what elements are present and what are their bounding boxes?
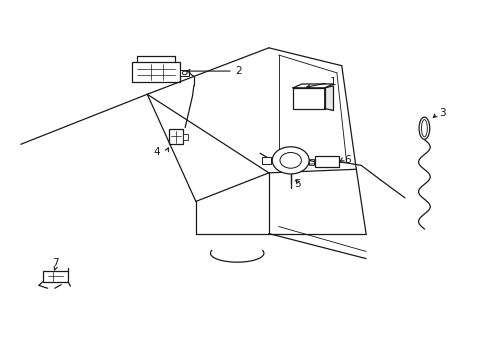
Bar [131, 62, 180, 82]
Bar [308, 159, 313, 165]
Text: 5: 5 [294, 179, 301, 189]
Circle shape [272, 147, 308, 174]
Bar [169, 129, 183, 144]
Bar [314, 156, 339, 167]
Text: 6: 6 [344, 155, 350, 165]
Circle shape [182, 71, 187, 75]
Bar [180, 70, 189, 76]
Bar [42, 271, 68, 282]
Text: 3: 3 [438, 108, 445, 118]
Ellipse shape [418, 117, 429, 139]
Text: 2: 2 [234, 66, 241, 76]
Polygon shape [292, 84, 333, 88]
Ellipse shape [421, 120, 427, 137]
Text: 1: 1 [329, 77, 336, 87]
Bar [262, 157, 271, 164]
Polygon shape [324, 86, 333, 111]
Circle shape [280, 153, 301, 168]
Bar [183, 134, 187, 140]
Bar [292, 88, 324, 109]
Text: 4: 4 [153, 147, 160, 157]
Text: 7: 7 [52, 258, 59, 268]
